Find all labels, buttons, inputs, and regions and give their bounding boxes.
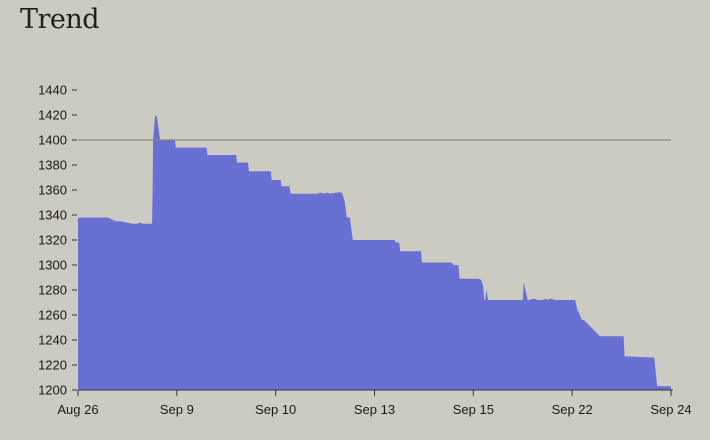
x-tick-label-5: Sep 22: [552, 402, 593, 417]
x-tick-label-6: Sep 24: [650, 402, 691, 417]
series-area-0: [78, 115, 671, 390]
y-tick-label-1220: 1220: [38, 358, 67, 373]
y-tick-label-1260: 1260: [38, 308, 67, 323]
y-tick-label-1300: 1300: [38, 258, 67, 273]
y-tick-label-1380: 1380: [38, 158, 67, 173]
y-tick-label-1200: 1200: [38, 383, 67, 398]
x-tick-label-3: Sep 13: [354, 402, 395, 417]
y-tick-label-1420: 1420: [38, 108, 67, 123]
y-tick-label-1280: 1280: [38, 283, 67, 298]
y-tick-label-1340: 1340: [38, 208, 67, 223]
chart-title: Trend: [20, 4, 100, 35]
y-tick-label-1440: 1440: [38, 83, 67, 98]
y-tick-label-1240: 1240: [38, 333, 67, 348]
y-tick-label-1320: 1320: [38, 233, 67, 248]
x-tick-label-0: Aug 26: [57, 402, 98, 417]
x-tick-label-4: Sep 15: [453, 402, 494, 417]
y-tick-label-1400: 1400: [38, 133, 67, 148]
x-tick-label-1: Sep 9: [160, 402, 194, 417]
y-tick-label-1360: 1360: [38, 183, 67, 198]
x-tick-label-2: Sep 10: [255, 402, 296, 417]
